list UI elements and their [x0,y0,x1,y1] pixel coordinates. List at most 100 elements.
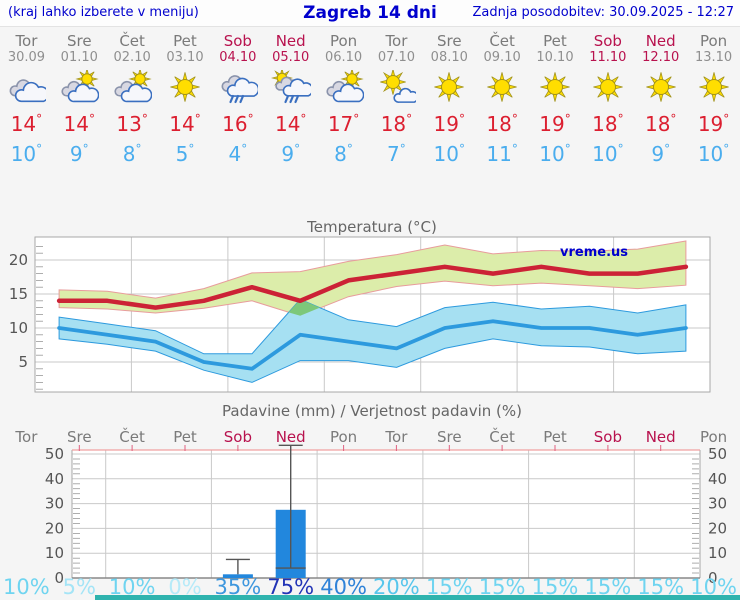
footer-bar[interactable] [95,595,740,600]
day-name: Čet [489,32,515,50]
day-name: Pet [173,32,197,50]
day-name: Sob [223,32,252,50]
precip-day-label: Ned [646,428,676,446]
temp-max: 17° [327,112,360,136]
precip-probability: 15% [479,575,526,599]
precip-probability: 15% [426,575,473,599]
day-date: 30.09 [7,50,46,65]
day-date: 05.10 [272,50,310,65]
temp-max: 14° [10,112,43,136]
precip-probability: 15% [585,575,632,599]
day-name: Sob [593,32,622,50]
tmin-range-band [58,298,687,383]
temp-min: 5° [175,142,195,166]
weather-icon-sun-rain [264,67,317,106]
svg-text:40: 40 [708,470,727,488]
temp-min: 10° [433,142,465,166]
temp-max: 14° [274,112,307,136]
day-name: Tor [385,32,408,50]
precip-probability: 10% [690,575,737,599]
temp-max: 14° [63,112,95,136]
temp-min: 7° [387,142,406,166]
temp-min: 9° [69,142,89,166]
temp-min: 9° [651,142,671,166]
precip-day-label: Sob [224,428,252,446]
precip-day-label: Pet [543,428,567,446]
weather-icon-sunny [423,70,476,106]
day-name: Tor [15,32,38,50]
day-date: 11.10 [589,50,627,65]
forecast-day-column[interactable]: Pon 06.10 17° 8° [317,28,370,190]
forecast-day-column[interactable]: Tor 30.09 14° 10° [0,28,53,190]
watermark: vreme.us [560,245,628,260]
weather-icon-sun-cloud [106,67,159,106]
day-name: Ned [275,32,306,50]
day-name: Pon [699,32,728,50]
last-update: Zadnja posodobitev: 30.09.2025 - 12:27 [472,5,734,20]
temp-min: 10° [539,142,571,166]
forecast-day-column[interactable]: Pet 03.10 14° 5° [159,28,212,190]
weather-icon-sunny [159,70,212,106]
forecast-day-column[interactable]: Sob 04.10 16° 4° [211,28,264,190]
precip-day-label: Čet [489,427,515,446]
day-name: Ned [645,32,676,50]
day-date: 13.10 [694,50,733,65]
temp-min: 11° [486,142,518,166]
day-name: Pon [329,32,358,50]
forecast-day-column[interactable]: Sre 08.10 19° 10° [423,28,476,190]
precip-probability: 40% [320,575,367,599]
location-hint: (kraj lahko izberete v meniju) [8,5,199,20]
precip-bar [222,574,253,578]
day-date: 02.10 [113,50,151,65]
precip-probability: 75% [267,575,314,599]
weather-icon-sunny [634,70,687,106]
temp-max: 18° [592,112,624,136]
temp-chart-title: Temperatura (°C) [306,218,437,236]
precip-probability: 10% [3,575,50,599]
forecast-day-column[interactable]: Pon 13.10 19° 10° [687,28,740,190]
svg-text:50: 50 [45,445,64,463]
day-name: Sre [436,32,462,50]
svg-text:20: 20 [708,519,727,537]
temp-max: 19° [539,112,571,136]
forecast-day-column[interactable]: Ned 12.10 18° 9° [634,28,687,190]
day-date: 07.10 [377,50,416,65]
svg-text:0: 0 [54,569,64,587]
forecast-day-column[interactable]: Čet 02.10 13° 8° [106,28,159,190]
precip-day-label: Čet [119,427,145,446]
forecast-day-column[interactable]: Čet 09.10 18° 11° [476,28,529,190]
precip-day-label: Tor [14,428,38,446]
forecast-day-column[interactable]: Sre 01.10 14° 9° [53,28,106,190]
forecast-day-column[interactable]: Pet 10.10 19° 10° [529,28,582,190]
precip-probability: 15% [637,575,684,599]
forecast-day-column[interactable]: Tor 07.10 18° 7° [370,28,423,190]
svg-text:5: 5 [18,353,28,371]
precip-day-label: Pon [330,428,357,446]
precip-probability: 10% [109,575,156,599]
svg-text:0: 0 [708,569,718,587]
svg-text:15: 15 [9,285,28,303]
precip-probability: 15% [532,575,579,599]
weather-icon-sunny [687,70,740,106]
svg-text:30: 30 [45,495,64,513]
page-title: Zagreb 14 dni [303,3,437,23]
forecast-day-column[interactable]: Sob 11.10 18° 10° [581,28,634,190]
forecast-day-column[interactable]: Ned 05.10 14° 9° [264,28,317,190]
day-date: 10.10 [536,50,574,65]
weather-icon-sunny [529,70,582,106]
temp-max: 19° [433,112,465,136]
temp-min: 8° [334,142,353,166]
precip-chart-title: Padavine (mm) / Verjetnost padavin (%) [222,402,522,420]
day-date: 01.10 [60,50,98,65]
temp-max: 18° [644,112,677,136]
weather-icon-sunny [581,70,634,106]
svg-text:20: 20 [45,519,64,537]
temp-min: 10° [10,142,43,166]
weather-icon-rain [211,70,264,106]
band-overlap [288,299,320,316]
day-name: Čet [119,32,145,50]
weather-icon-cloudy [0,70,53,106]
temp-min: 9° [281,142,301,166]
temperature-chart: 5 10 15 20 Temperatura (°C) vreme.us [9,218,711,393]
